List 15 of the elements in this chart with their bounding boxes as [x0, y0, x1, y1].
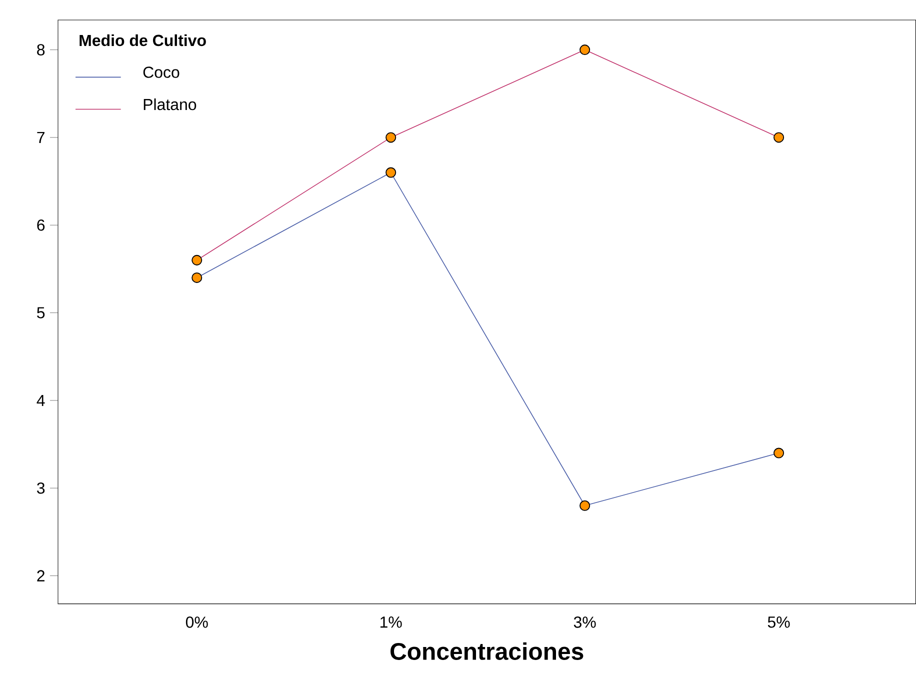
- y-tick-label: 6: [37, 220, 45, 231]
- legend-title: Medio de Cultivo: [80, 34, 206, 46]
- y-tick-label: 7: [37, 132, 44, 144]
- legend-label: Coco: [143, 66, 180, 78]
- x-tick-label: 1%: [380, 616, 402, 628]
- x-axis-title: Concentraciones: [390, 642, 584, 660]
- legend-label: Platano: [144, 98, 196, 110]
- x-tick-label: 0%: [186, 616, 208, 628]
- y-tick-label: 8: [37, 44, 45, 56]
- y-tick-label: 4: [36, 395, 45, 406]
- x-tick-label: 5%: [768, 616, 790, 628]
- y-tick-label: 2: [37, 570, 44, 582]
- x-tick-label: 3%: [574, 616, 596, 628]
- y-tick-label: 5: [37, 307, 45, 318]
- y-tick-label: 3: [36, 482, 45, 494]
